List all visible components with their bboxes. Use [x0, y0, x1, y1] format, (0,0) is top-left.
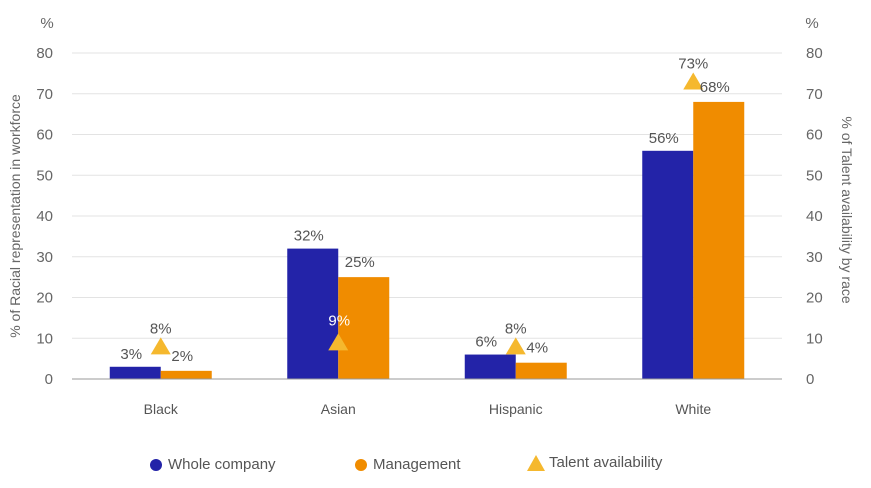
right-tick-label: 40 — [806, 208, 823, 225]
left-tick-label: 0 — [45, 371, 53, 388]
left-unit-label: % — [40, 15, 53, 32]
right-y-axis: 0 10 20 30 40 50 60 70 80 — [806, 45, 823, 388]
right-tick-label: 80 — [806, 45, 823, 62]
circle-icon — [355, 458, 367, 471]
right-tick-label: 50 — [806, 167, 823, 184]
right-tick-label: 0 — [806, 371, 814, 388]
category-label: Asian — [321, 401, 356, 417]
data-label-management: 2% — [171, 348, 193, 365]
right-tick-label: 60 — [806, 127, 823, 144]
gridlines — [72, 52, 782, 339]
left-tick-label: 30 — [36, 249, 53, 266]
talent-marker — [683, 72, 704, 90]
bar-management — [515, 362, 567, 379]
bar-whole-company — [109, 366, 161, 379]
data-label-talent: 8% — [150, 320, 172, 337]
legend-item-whole-company[interactable]: Whole company — [150, 456, 276, 473]
legend-label: Management — [373, 456, 461, 473]
bar-whole-company — [642, 150, 694, 379]
left-tick-label: 80 — [36, 45, 53, 62]
bars — [109, 101, 745, 380]
left-tick-label: 60 — [36, 127, 53, 144]
bar-management — [338, 277, 390, 379]
left-tick-label: 70 — [36, 86, 53, 103]
legend: Whole company Management Talent availabi… — [0, 454, 871, 482]
right-tick-label: 10 — [806, 330, 823, 347]
right-tick-label: 20 — [806, 290, 823, 307]
talent-marker — [328, 333, 349, 351]
data-label-talent: 73% — [678, 56, 708, 73]
legend-label: Whole company — [168, 456, 276, 473]
left-tick-label: 40 — [36, 208, 53, 225]
left-y-axis: 0 10 20 30 40 50 60 70 80 — [36, 45, 53, 388]
data-label-talent: 9% — [328, 312, 350, 329]
bar-management — [693, 101, 745, 380]
category-label: White — [675, 401, 711, 417]
talent-marker — [505, 337, 526, 355]
triangle-icon — [527, 454, 545, 471]
bar-whole-company — [464, 354, 516, 379]
data-label-management: 68% — [700, 79, 730, 96]
bar-management — [160, 370, 212, 379]
legend-item-management[interactable]: Management — [355, 456, 461, 473]
left-tick-label: 10 — [36, 330, 53, 347]
talent-markers — [150, 72, 704, 355]
category-label: Black — [144, 401, 179, 417]
data-label-management: 4% — [526, 340, 548, 357]
legend-item-talent-availability[interactable]: Talent availability — [527, 454, 662, 471]
data-label-whole-company: 32% — [294, 228, 324, 245]
right-axis-title: % of Talent availability by race — [839, 116, 855, 303]
left-tick-label: 20 — [36, 290, 53, 307]
chart: 0 10 20 30 40 50 60 70 80 0 10 20 30 40 50 60 70 80 % % … — [7, 15, 855, 417]
right-unit-label: % — [805, 15, 818, 32]
category-label: Hispanic — [489, 401, 543, 417]
left-axis-title: % of Racial representation in workforce — [7, 94, 23, 338]
data-label-whole-company: 3% — [120, 346, 142, 363]
talent-marker — [150, 337, 171, 355]
data-label-whole-company: 56% — [649, 130, 679, 147]
data-label-management: 25% — [345, 254, 375, 271]
left-tick-label: 50 — [36, 167, 53, 184]
circle-icon — [150, 458, 162, 471]
right-tick-label: 70 — [806, 86, 823, 103]
data-label-talent: 8% — [505, 320, 527, 337]
legend-label: Talent availability — [549, 454, 663, 471]
bar-whole-company — [287, 248, 339, 379]
data-labels: 3% 2% 8% 32% 25% 9% 6% 4% 8% 56% 68% 73% — [120, 56, 729, 365]
data-label-whole-company: 6% — [475, 334, 497, 351]
right-tick-label: 30 — [806, 249, 823, 266]
category-labels: Black Asian Hispanic White — [144, 401, 712, 417]
